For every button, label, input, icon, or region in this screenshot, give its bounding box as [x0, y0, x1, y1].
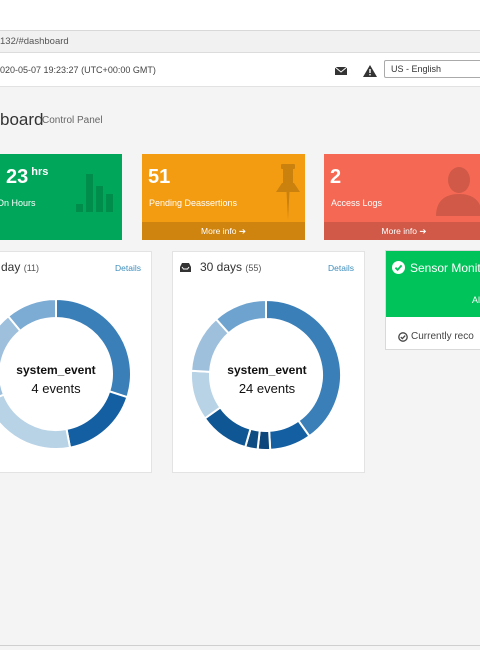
- events-donut-chart: [0, 300, 132, 450]
- donut-segment-4[interactable]: [6, 300, 57, 333]
- browser-titlebar: [0, 0, 480, 31]
- sensor-status: Al: [472, 295, 480, 305]
- event-count-label: 24 events: [238, 381, 296, 396]
- inbox-icon: [180, 263, 191, 272]
- stat-label: Pending Deassertions: [149, 198, 238, 208]
- more-info-link[interactable]: More info ➔: [142, 222, 305, 240]
- stat-value: 2: [330, 166, 342, 188]
- url-text: 132/#dashboard: [0, 36, 69, 47]
- stat-value: 51: [148, 166, 171, 188]
- donut-segment-2[interactable]: [0, 393, 72, 450]
- bottom-border: [0, 645, 480, 646]
- details-link[interactable]: Details: [328, 263, 354, 273]
- panel-count: (55): [245, 263, 262, 273]
- donut-segment-7[interactable]: [214, 300, 267, 335]
- events-panel-day: day (11) Details system_event 4 events: [0, 251, 152, 473]
- stat-box-pending-deassertions: 51 Pending Deassertions More info ➔: [142, 154, 305, 240]
- events-panel-30-days: 30 days (55) Details system_event 24 eve…: [172, 251, 365, 473]
- details-link[interactable]: Details: [115, 263, 141, 273]
- page-title: board: [0, 110, 44, 129]
- current-datetime: 020-05-07 19:23:27 (UTC+00:00 GMT): [0, 65, 156, 75]
- sensor-title: Sensor Monit: [410, 261, 480, 275]
- panel-count: (11): [23, 263, 40, 273]
- check-circle-icon: [392, 261, 405, 274]
- stat-box-on-hours: 23 hrs On Hours: [0, 154, 122, 240]
- check-circle-outline-icon: [398, 332, 408, 342]
- panel-title: 30 days (55): [200, 260, 262, 274]
- panel-title: day (11): [1, 260, 40, 274]
- stat-label: Access Logs: [331, 198, 383, 208]
- stat-label: On Hours: [0, 198, 36, 208]
- sensor-footer-text: Currently reco: [411, 331, 474, 342]
- user-icon: [436, 167, 480, 216]
- arrow-circle-right-icon: ➔: [238, 226, 246, 236]
- address-bar[interactable]: 132/#dashboard: [0, 31, 480, 53]
- sensor-monitor-panel: Sensor Monit Al Currently reco: [385, 250, 480, 350]
- sensor-header: Sensor Monit Al: [386, 251, 480, 317]
- envelope-icon[interactable]: [334, 65, 348, 77]
- event-type-label: system_event: [227, 363, 307, 377]
- donut-center-label: system_event 24 events: [207, 363, 327, 396]
- warning-icon[interactable]: [363, 65, 377, 77]
- language-select[interactable]: US - English: [384, 60, 480, 78]
- stat-unit: hrs: [31, 166, 49, 178]
- event-type-label: system_event: [16, 363, 96, 377]
- events-donut-chart: [191, 300, 342, 451]
- more-info-link[interactable]: More info ➔: [324, 222, 480, 240]
- stat-box-access-logs: 2 Access Logs More info ➔: [324, 154, 480, 240]
- stat-value: 23 hrs: [6, 166, 49, 188]
- bar-chart-icon: [76, 174, 113, 212]
- donut-center-label: system_event 4 events: [0, 363, 121, 396]
- donut-segment-1[interactable]: [65, 390, 129, 449]
- event-count-label: 4 events: [31, 381, 81, 396]
- page-subtitle: Control Panel: [42, 115, 103, 126]
- pushpin-icon: [276, 164, 300, 220]
- app-header: 020-05-07 19:23:27 (UTC+00:00 GMT) US - …: [0, 53, 480, 87]
- arrow-circle-right-icon: ➔: [419, 226, 427, 236]
